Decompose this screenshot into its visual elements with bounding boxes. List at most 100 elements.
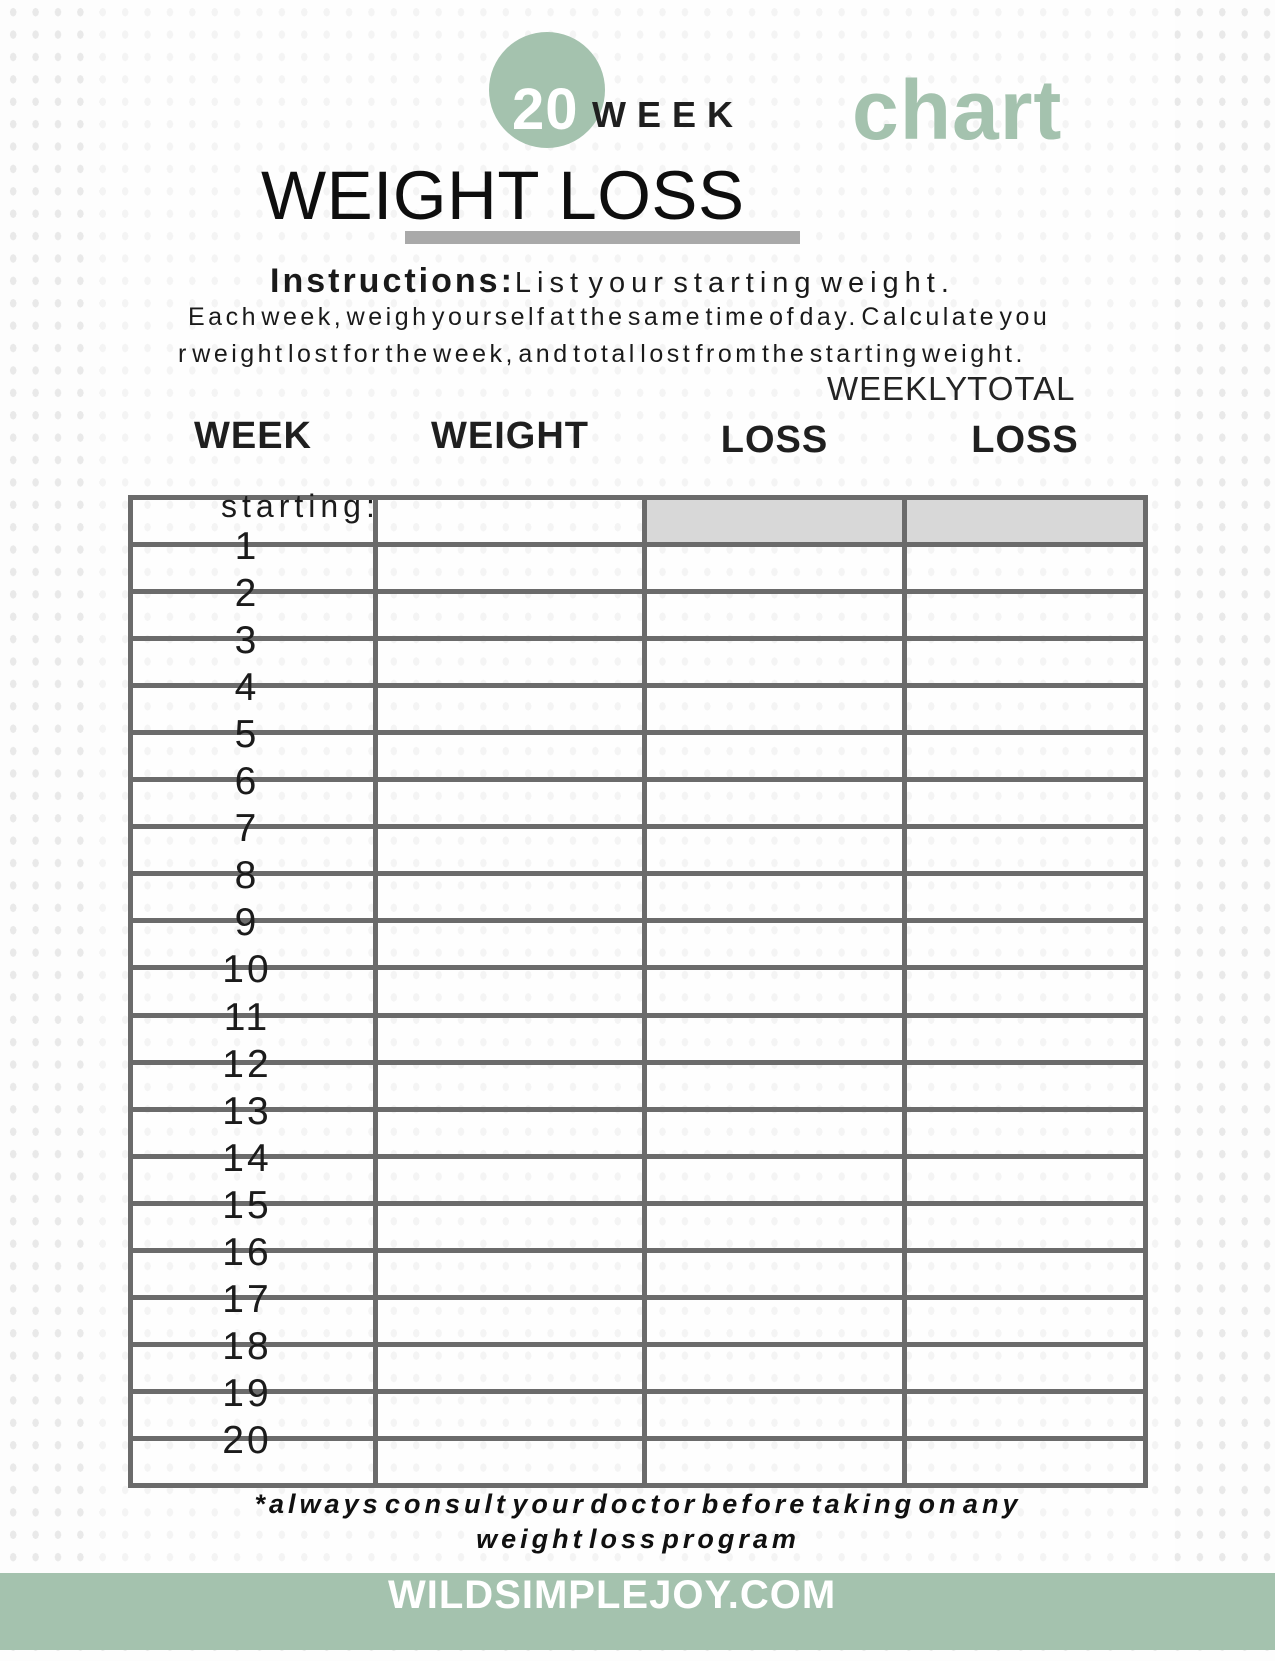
total-loss-cell bbox=[907, 735, 1143, 777]
column-header-weight: WEIGHT bbox=[431, 415, 589, 457]
weekly-loss-cell bbox=[647, 1346, 907, 1389]
table-row: 3 bbox=[133, 621, 1143, 684]
title-underline bbox=[405, 231, 800, 244]
weekly-loss-cell bbox=[647, 1205, 907, 1248]
week-cell: 12 bbox=[133, 1044, 378, 1107]
instructions-line-1: Instructions:List your starting weight. bbox=[270, 262, 955, 301]
table-row: 9 bbox=[133, 903, 1143, 966]
week-cell: 13 bbox=[133, 1091, 378, 1154]
total-loss-cell bbox=[907, 1065, 1143, 1107]
weekly-loss-cell bbox=[647, 1299, 907, 1342]
week-label: 13 bbox=[222, 1089, 272, 1133]
week-cell: 4 bbox=[133, 668, 378, 731]
weight-cell bbox=[378, 782, 647, 825]
weekly-loss-cell bbox=[647, 923, 907, 966]
table-row: 17 bbox=[133, 1279, 1143, 1342]
week-cell: 17 bbox=[133, 1279, 378, 1342]
total-loss-cell bbox=[907, 1018, 1143, 1060]
weight-cell bbox=[378, 1017, 647, 1060]
weekly-loss-cell bbox=[647, 970, 907, 1013]
weekly-loss-cell bbox=[647, 1158, 907, 1201]
week-cell: 20 bbox=[133, 1420, 378, 1483]
week-label: 17 bbox=[222, 1277, 272, 1321]
badge-week-label: WEEK bbox=[592, 94, 744, 135]
instructions-line-2: Each week, weigh yourself at the same ti… bbox=[188, 303, 1051, 331]
table-row: 1 bbox=[133, 527, 1143, 590]
week-cell: 2 bbox=[133, 574, 378, 637]
total-loss-cell bbox=[907, 641, 1143, 683]
table-row: 19 bbox=[133, 1373, 1143, 1436]
column-header-total-loss: LOSS bbox=[971, 419, 1079, 461]
total-loss-cell bbox=[907, 923, 1143, 965]
week-cell: 15 bbox=[133, 1185, 378, 1248]
total-loss-cell bbox=[907, 1300, 1143, 1342]
total-loss-cell bbox=[907, 1206, 1143, 1248]
week-label: 6 bbox=[234, 760, 260, 804]
table-row: 12 bbox=[133, 1044, 1143, 1107]
weekly-loss-cell bbox=[647, 1440, 907, 1483]
weight-cell bbox=[378, 688, 647, 731]
table-row: 14 bbox=[133, 1138, 1143, 1201]
weekly-loss-cell bbox=[647, 500, 907, 543]
week-cell: 14 bbox=[133, 1138, 378, 1201]
week-cell: 1 bbox=[133, 527, 378, 590]
week-label: 10 bbox=[222, 948, 272, 992]
week-label: 14 bbox=[222, 1136, 272, 1180]
weight-cell bbox=[378, 970, 647, 1013]
disclaimer: *always consult your doctor before takin… bbox=[128, 1487, 1148, 1557]
table-row: 18 bbox=[133, 1326, 1143, 1389]
weight-cell bbox=[378, 547, 647, 590]
weight-loss-table: starting: 1 2 3 bbox=[128, 490, 1148, 1488]
weight-cell bbox=[378, 829, 647, 872]
total-loss-cell bbox=[907, 876, 1143, 918]
weekly-loss-cell bbox=[647, 547, 907, 590]
weight-cell bbox=[378, 923, 647, 966]
week-cell: 10 bbox=[133, 950, 378, 1013]
total-loss-cell bbox=[907, 1159, 1143, 1201]
weekly-loss-cell bbox=[647, 1017, 907, 1060]
week-label: 16 bbox=[222, 1230, 272, 1274]
week-cell: 3 bbox=[133, 621, 378, 684]
week-label: 9 bbox=[234, 901, 260, 945]
week-label: 15 bbox=[222, 1183, 272, 1227]
week-label: 8 bbox=[234, 854, 260, 898]
table-row: 8 bbox=[133, 856, 1143, 919]
disclaimer-line-2: weight loss program bbox=[476, 1524, 800, 1554]
weight-cell bbox=[378, 1158, 647, 1201]
table-row: 15 bbox=[133, 1185, 1143, 1248]
weekly-loss-cell bbox=[647, 1393, 907, 1436]
instructions-line-3: r weight lost for the week, and total lo… bbox=[178, 340, 1026, 368]
weekly-loss-cell bbox=[647, 829, 907, 872]
total-loss-cell bbox=[907, 1253, 1143, 1295]
week-label: 1 bbox=[234, 525, 260, 569]
table-row: 6 bbox=[133, 762, 1143, 825]
weight-cell bbox=[378, 735, 647, 778]
total-loss-cell bbox=[907, 782, 1143, 824]
weekly-loss-cell bbox=[647, 641, 907, 684]
instructions-text: List your starting weight. bbox=[514, 267, 955, 299]
table-row: 4 bbox=[133, 668, 1143, 731]
table-row: starting: bbox=[133, 490, 1143, 543]
page-title: WEIGHT LOSS bbox=[261, 157, 745, 234]
weekly-loss-cell bbox=[647, 1252, 907, 1295]
weight-cell bbox=[378, 1111, 647, 1154]
week-label: 5 bbox=[234, 713, 260, 757]
weekly-loss-cell bbox=[647, 688, 907, 731]
weight-cell bbox=[378, 1252, 647, 1295]
week-cell: 5 bbox=[133, 715, 378, 778]
week-label: 4 bbox=[234, 666, 260, 710]
table-row: 2 bbox=[133, 574, 1143, 637]
week-cell: starting: bbox=[133, 490, 378, 543]
table-row: 10 bbox=[133, 950, 1143, 1013]
column-header-week: WEEK bbox=[194, 415, 312, 457]
table-row: 11 bbox=[133, 997, 1143, 1060]
weekly-loss-cell bbox=[647, 735, 907, 778]
footer: WILDSIMPLEJOY.COM bbox=[0, 1573, 1275, 1650]
total-loss-cell bbox=[907, 547, 1143, 589]
total-loss-cell bbox=[907, 829, 1143, 871]
total-loss-cell bbox=[907, 1394, 1143, 1436]
week-count-badge-circle bbox=[489, 32, 605, 148]
week-label: 20 bbox=[222, 1418, 272, 1462]
week-cell: 6 bbox=[133, 762, 378, 825]
